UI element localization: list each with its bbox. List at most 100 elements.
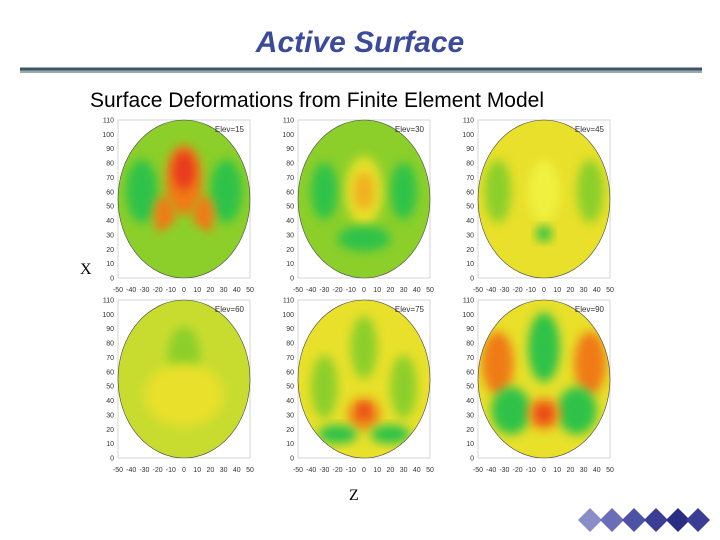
y-tick-label: 20 bbox=[106, 427, 114, 434]
panel-label: Elev=30 bbox=[395, 125, 425, 134]
y-tick-label: 10 bbox=[286, 441, 294, 448]
x-tick-label: -50 bbox=[473, 467, 483, 474]
y-tick-label: 40 bbox=[106, 218, 114, 225]
contour-region bbox=[337, 225, 391, 252]
y-tick-label: 60 bbox=[286, 369, 294, 376]
y-tick-label: 40 bbox=[286, 398, 294, 405]
contour-map bbox=[298, 120, 430, 278]
x-tick-label: 0 bbox=[542, 467, 546, 474]
contour-region bbox=[557, 386, 597, 435]
y-tick-label: 30 bbox=[466, 412, 474, 419]
y-tick-label: 100 bbox=[102, 312, 114, 319]
y-tick-label: 70 bbox=[466, 175, 474, 182]
y-tick-label: 110 bbox=[463, 118, 474, 125]
x-tick-label: -10 bbox=[166, 287, 176, 294]
y-tick-label: 110 bbox=[283, 118, 294, 125]
y-tick-label: 80 bbox=[106, 161, 114, 168]
x-tick-label: -40 bbox=[486, 467, 496, 474]
y-tick-label: 60 bbox=[106, 369, 114, 376]
contour-region bbox=[574, 331, 607, 395]
x-tick-label: -30 bbox=[139, 467, 149, 474]
y-tick-label: 70 bbox=[286, 175, 294, 182]
y-tick-label: 60 bbox=[466, 189, 474, 196]
y-tick-label: 80 bbox=[286, 161, 294, 168]
subtitle: Surface Deformations from Finite Element… bbox=[90, 89, 544, 112]
y-tick-label: 0 bbox=[110, 456, 114, 463]
slide-title: Active Surface bbox=[255, 26, 464, 59]
contour-region bbox=[311, 162, 338, 220]
y-tick-label: 10 bbox=[286, 261, 294, 268]
contour-region bbox=[370, 424, 411, 444]
y-tick-label: 50 bbox=[286, 204, 294, 211]
y-tick-label: 90 bbox=[106, 326, 114, 333]
y-tick-label: 60 bbox=[106, 189, 114, 196]
x-tick-label: -20 bbox=[153, 467, 163, 474]
y-tick-label: 20 bbox=[286, 427, 294, 434]
y-tick-label: 30 bbox=[106, 232, 114, 239]
x-tick-label: 0 bbox=[362, 287, 366, 294]
dish-outline bbox=[297, 119, 431, 279]
x-tick-label: -10 bbox=[346, 467, 356, 474]
x-tick-label: -20 bbox=[153, 287, 163, 294]
x-tick-label: -20 bbox=[513, 287, 523, 294]
contour-region bbox=[193, 195, 215, 234]
x-tick-label: 20 bbox=[567, 467, 575, 474]
contour-region bbox=[481, 331, 514, 395]
x-tick-label: 10 bbox=[373, 287, 381, 294]
contour-region bbox=[350, 315, 378, 379]
x-tick-label: -40 bbox=[306, 467, 316, 474]
x-tick-label: 10 bbox=[193, 287, 201, 294]
panel-label: Elev=45 bbox=[575, 125, 605, 134]
x-tick-label: 20 bbox=[207, 287, 215, 294]
x-tick-label: -50 bbox=[113, 287, 123, 294]
y-tick-label: 50 bbox=[286, 384, 294, 391]
panel-label: Elev=60 bbox=[215, 305, 245, 314]
x-tick-label: 10 bbox=[553, 287, 561, 294]
y-tick-label: 70 bbox=[106, 175, 114, 182]
panel-label: Elev=90 bbox=[575, 305, 605, 314]
contour-region bbox=[491, 386, 531, 435]
x-tick-label: 0 bbox=[362, 467, 366, 474]
y-tick-label: 0 bbox=[290, 456, 294, 463]
x-tick-label: 40 bbox=[413, 467, 421, 474]
y-tick-label: 40 bbox=[466, 398, 474, 405]
x-tick-label: -40 bbox=[306, 287, 316, 294]
contour-region bbox=[358, 404, 370, 417]
contour-region bbox=[484, 159, 511, 223]
y-tick-label: 40 bbox=[286, 218, 294, 225]
x-tick-label: -10 bbox=[526, 287, 536, 294]
x-tick-label: -50 bbox=[293, 287, 303, 294]
contour-region bbox=[537, 405, 551, 422]
y-tick-label: 30 bbox=[286, 232, 294, 239]
x-tick-label: 50 bbox=[246, 287, 254, 294]
panel-label: Elev=75 bbox=[395, 305, 425, 314]
x-tick-label: 0 bbox=[182, 467, 186, 474]
y-tick-label: 110 bbox=[103, 118, 114, 125]
contour-map bbox=[478, 300, 610, 458]
axis-label-z: Z bbox=[349, 487, 359, 504]
x-tick-label: 40 bbox=[593, 467, 601, 474]
dish-outline bbox=[297, 299, 431, 459]
axis-label-x: X bbox=[80, 261, 92, 278]
contour-region bbox=[528, 159, 560, 223]
y-tick-label: 0 bbox=[290, 276, 294, 283]
x-tick-label: 30 bbox=[580, 287, 588, 294]
y-tick-label: 100 bbox=[282, 132, 294, 139]
dish-outline bbox=[477, 299, 611, 459]
x-tick-label: -30 bbox=[319, 467, 329, 474]
x-tick-label: 10 bbox=[373, 467, 381, 474]
y-tick-label: 70 bbox=[106, 355, 114, 362]
x-tick-label: -30 bbox=[319, 287, 329, 294]
contour-region bbox=[125, 159, 158, 223]
y-tick-label: 20 bbox=[466, 427, 474, 434]
x-tick-label: 30 bbox=[220, 467, 228, 474]
y-tick-label: 80 bbox=[466, 161, 474, 168]
x-tick-label: 30 bbox=[400, 287, 408, 294]
y-tick-label: 10 bbox=[106, 261, 114, 268]
y-tick-label: 10 bbox=[466, 441, 474, 448]
